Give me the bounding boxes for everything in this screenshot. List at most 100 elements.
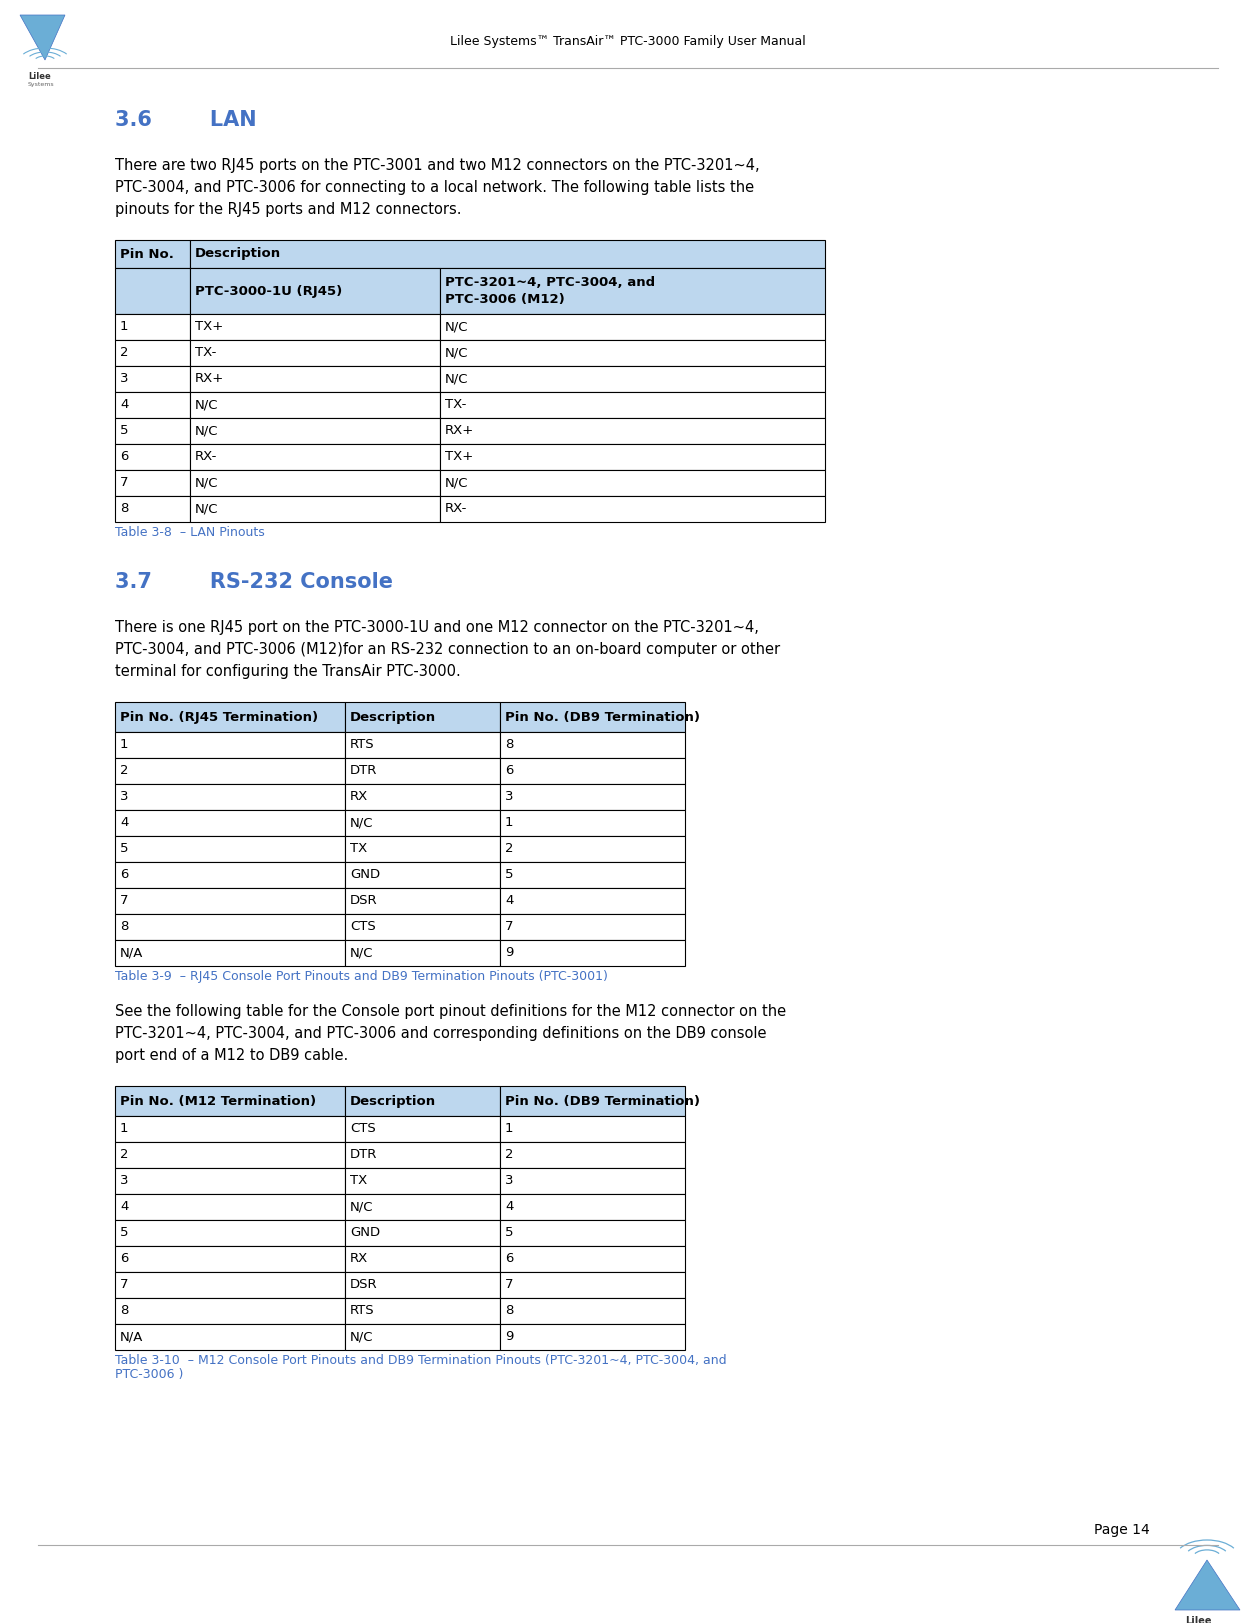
Text: DTR: DTR [350,1149,377,1162]
Bar [500,784,685,810]
Text: TX+: TX+ [195,320,224,333]
Text: 4: 4 [121,399,128,412]
Text: N/C: N/C [445,373,468,386]
Bar [116,784,345,810]
Text: N/C: N/C [350,946,373,959]
Bar [190,393,440,419]
Text: 8: 8 [505,738,514,751]
Bar [190,445,440,471]
Bar [190,339,440,367]
Text: 7: 7 [121,477,128,490]
Bar [345,784,500,810]
Text: RX+: RX+ [195,373,225,386]
Text: 5: 5 [121,842,128,855]
Text: 6: 6 [121,1253,128,1266]
Text: GND: GND [350,868,381,881]
Bar [345,1246,500,1272]
Text: RTS: RTS [350,1305,374,1318]
Bar [116,471,190,497]
Bar [440,445,825,471]
Bar [500,914,685,940]
Text: 4: 4 [121,1201,128,1214]
Bar [116,836,345,862]
Text: PTC-3000-1U (RJ45): PTC-3000-1U (RJ45) [195,284,342,297]
Text: 5: 5 [505,868,514,881]
Text: 4: 4 [505,894,514,907]
Text: N/C: N/C [195,425,219,438]
Text: RTS: RTS [350,738,374,751]
Text: 3: 3 [505,790,514,803]
Bar [500,1298,685,1324]
Bar [190,497,440,523]
Bar [500,703,685,732]
Text: 3.6        LAN: 3.6 LAN [116,110,256,130]
Bar [116,758,345,784]
Text: 9: 9 [505,1331,514,1344]
Bar [440,471,825,497]
Bar [500,1117,685,1143]
Text: Lilee Systems™ TransAir™ PTC-3000 Family User Manual: Lilee Systems™ TransAir™ PTC-3000 Family… [450,36,806,49]
Text: 6: 6 [505,1253,514,1266]
Bar [190,313,440,339]
Text: 1: 1 [505,816,514,829]
Bar [500,1246,685,1272]
Text: 2: 2 [505,842,514,855]
Bar [116,240,190,268]
Bar [116,1246,345,1272]
Bar [116,1086,345,1117]
Text: Description: Description [195,247,281,261]
Text: 4: 4 [121,816,128,829]
Bar [345,862,500,888]
Bar [116,862,345,888]
Text: 1: 1 [121,738,128,751]
Bar [500,732,685,758]
Bar [116,1117,345,1143]
Text: 8: 8 [121,503,128,516]
Text: 8: 8 [505,1305,514,1318]
Polygon shape [1176,1560,1240,1610]
Text: TX: TX [350,1175,367,1188]
Text: CTS: CTS [350,1123,376,1136]
Bar [440,367,825,393]
Text: RX-: RX- [445,503,467,516]
Bar [500,862,685,888]
Text: 3.7        RS-232 Console: 3.7 RS-232 Console [116,571,393,592]
Text: 1: 1 [121,1123,128,1136]
Text: DSR: DSR [350,894,378,907]
Text: PTC-3004, and PTC-3006 for connecting to a local network. The following table li: PTC-3004, and PTC-3006 for connecting to… [116,180,754,195]
Text: Description: Description [350,1094,436,1107]
Bar [116,1169,345,1195]
Text: terminal for configuring the TransAir PTC-3000.: terminal for configuring the TransAir PT… [116,664,461,678]
Text: 5: 5 [121,425,128,438]
Text: Page 14: Page 14 [1094,1522,1150,1537]
Bar [345,758,500,784]
Text: 2: 2 [121,764,128,777]
Text: Table 3-10  – M12 Console Port Pinouts and DB9 Termination Pinouts (PTC-3201~4, : Table 3-10 – M12 Console Port Pinouts an… [116,1354,727,1367]
Bar [190,419,440,445]
Text: Table 3-9  – RJ45 Console Port Pinouts and DB9 Termination Pinouts (PTC-3001): Table 3-9 – RJ45 Console Port Pinouts an… [116,971,608,984]
Text: Lilee: Lilee [28,71,50,81]
Bar [440,393,825,419]
Text: 2: 2 [505,1149,514,1162]
Text: N/C: N/C [350,1201,373,1214]
Bar [345,1324,500,1350]
Text: 1: 1 [121,320,128,333]
Bar [345,1117,500,1143]
Bar [500,1143,685,1169]
Bar [116,367,190,393]
Bar [116,1272,345,1298]
Bar [440,268,825,313]
Bar [116,339,190,367]
Text: 3: 3 [121,790,128,803]
Text: N/A: N/A [121,1331,143,1344]
Text: 2: 2 [121,346,128,360]
Bar [345,940,500,966]
Text: N/C: N/C [195,477,219,490]
Bar [500,1169,685,1195]
Text: 6: 6 [121,868,128,881]
Text: 7: 7 [121,1279,128,1292]
Text: N/C: N/C [350,816,373,829]
Text: N/C: N/C [445,477,468,490]
Bar [345,1143,500,1169]
Bar [116,1324,345,1350]
